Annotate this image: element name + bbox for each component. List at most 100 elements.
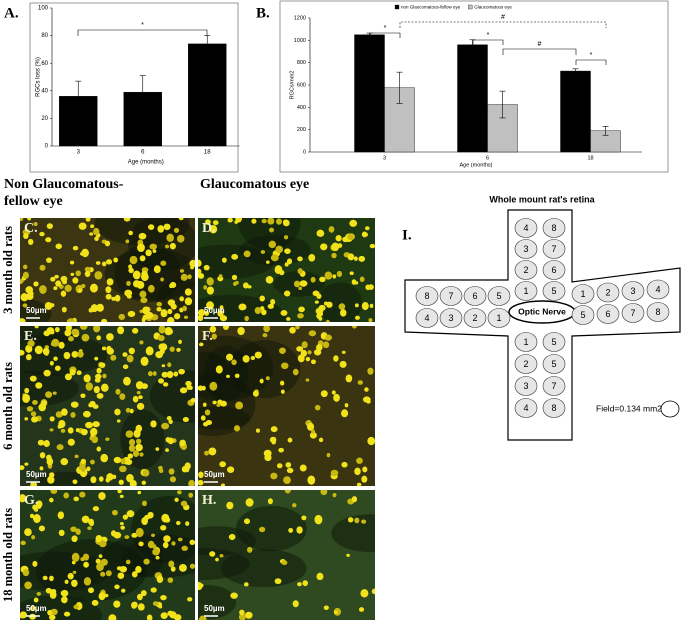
cell [27, 340, 35, 347]
cell [178, 339, 182, 344]
cell [185, 380, 192, 387]
field-number: 6 [472, 291, 477, 301]
cell [94, 356, 99, 361]
cell [242, 355, 250, 363]
cell [361, 475, 368, 483]
cell [141, 480, 147, 485]
cell [344, 403, 349, 408]
cell [200, 415, 206, 421]
cell [49, 428, 54, 432]
y-tick-label: 0 [45, 144, 49, 150]
optic-nerve-label: Optic Nerve [518, 306, 566, 316]
cell [367, 367, 374, 375]
scale-bar-label: 50µm [204, 470, 225, 479]
cell [60, 408, 68, 416]
field [646, 279, 670, 300]
cell [123, 376, 131, 386]
cell [122, 352, 128, 357]
cell [168, 468, 175, 475]
cell [286, 258, 293, 265]
cell [64, 329, 72, 337]
tissue-shade [198, 351, 228, 391]
cell [274, 265, 283, 275]
cell [187, 274, 192, 280]
cell [101, 346, 107, 351]
y-axis-label: RGCs loss (%) [36, 57, 42, 97]
cell [91, 435, 99, 444]
cell [54, 365, 61, 371]
cell [113, 600, 121, 608]
cell [95, 534, 103, 543]
cell [297, 313, 304, 319]
cell [317, 312, 324, 317]
micrograph: G. 50µm [20, 490, 195, 620]
field-number: 6 [551, 265, 556, 275]
panel-label: G. [24, 493, 38, 508]
cell [361, 302, 369, 311]
cell [138, 541, 144, 547]
cell [117, 572, 125, 579]
cell [141, 383, 148, 390]
panel-label: H. [202, 493, 216, 508]
micrograph: D. 50µm [198, 218, 375, 322]
cell [168, 419, 173, 425]
cell [189, 539, 195, 546]
cell [119, 565, 127, 573]
cell [139, 452, 144, 457]
cell [69, 260, 75, 265]
cell [35, 382, 43, 389]
cell [333, 610, 338, 614]
row-title: 3 month old rats [1, 226, 15, 314]
cell [135, 381, 144, 390]
cell [45, 587, 52, 594]
cell [161, 422, 170, 430]
cell [333, 355, 339, 362]
cell [357, 380, 364, 385]
cell [198, 583, 204, 588]
cell [90, 304, 98, 313]
cell [297, 256, 303, 262]
cell [117, 326, 125, 335]
cell [198, 342, 204, 347]
cell [136, 390, 141, 395]
cell [31, 416, 39, 423]
cell [169, 346, 175, 352]
cell [347, 233, 355, 241]
cell [32, 560, 38, 567]
cell [20, 318, 26, 322]
field [415, 308, 439, 328]
cell [308, 330, 317, 337]
cell [33, 514, 41, 524]
x-tick-label: 3 [77, 150, 81, 156]
x-tick-label: 3 [383, 155, 386, 161]
cell [138, 395, 143, 400]
cell [299, 464, 307, 472]
cell [250, 355, 256, 361]
cell [346, 553, 350, 557]
cell [77, 350, 84, 358]
cell [162, 541, 169, 549]
field-number: 1 [523, 337, 528, 347]
cell [83, 374, 91, 383]
field [439, 286, 463, 306]
scale-bar-label: 50µm [26, 604, 47, 613]
cell [66, 318, 75, 322]
field [542, 376, 566, 396]
field [621, 303, 645, 323]
significance-label: * [384, 25, 387, 32]
tissue-shade [20, 551, 111, 592]
cell [49, 614, 56, 620]
cell [190, 265, 194, 270]
y-tick-label: 1000 [294, 38, 306, 44]
cell [151, 533, 155, 537]
cell [126, 280, 131, 287]
cell [349, 271, 354, 276]
cell [206, 286, 214, 295]
cell [105, 293, 112, 300]
tissue-shade [20, 298, 52, 322]
cell [57, 511, 65, 520]
cell [320, 243, 328, 251]
cell [186, 385, 191, 390]
cell [91, 599, 99, 606]
cell [55, 411, 63, 418]
